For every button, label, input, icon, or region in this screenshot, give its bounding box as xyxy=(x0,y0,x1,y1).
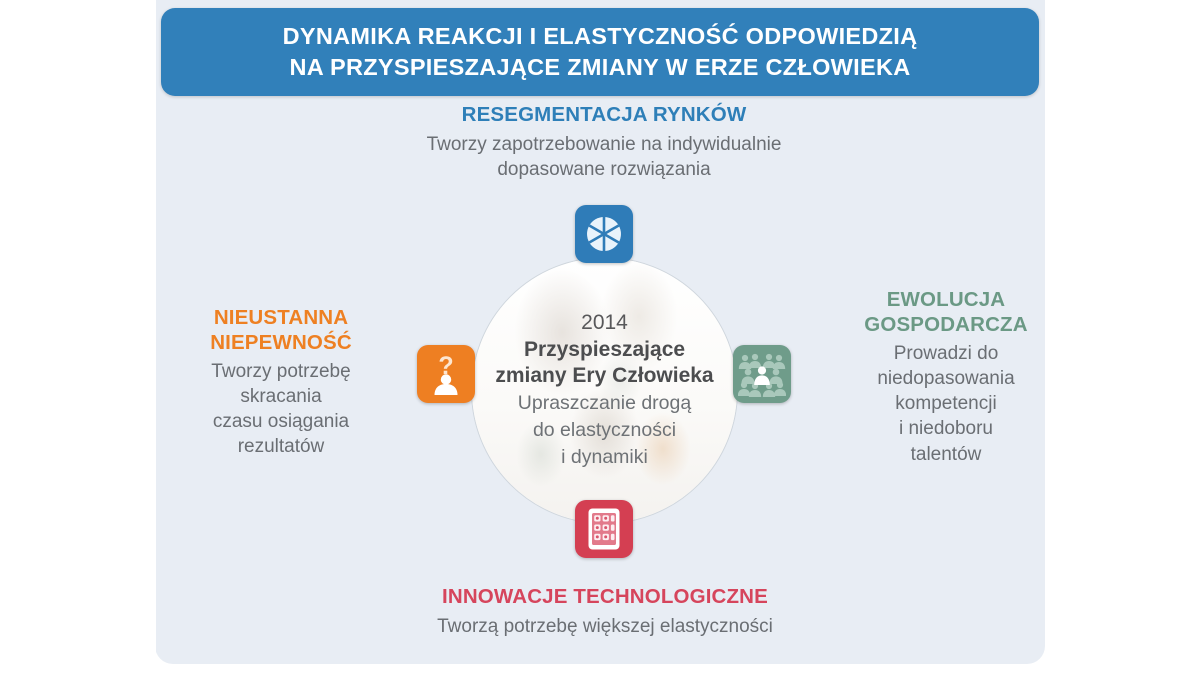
title-line-2: NA PRZYSPIESZAJĄCE ZMIANY W ERZE CZŁOWIE… xyxy=(289,54,911,80)
segment-top-body: Tworzy zapotrzebowanie na indywidualnie … xyxy=(330,132,878,183)
crowd-people-icon xyxy=(733,345,791,403)
pie-chart-icon xyxy=(575,205,633,263)
segment-left-heading: NIEUSTANNA NIEPEWNOŚĆ xyxy=(172,306,390,356)
left-margin xyxy=(0,0,156,675)
bottom-margin xyxy=(0,664,1200,675)
center-sub-line-1: Upraszczanie drogą xyxy=(517,391,692,414)
center-circle-photo-background xyxy=(472,258,737,523)
center-headline-line-1: Przyspieszające xyxy=(523,337,686,361)
center-year: 2014 xyxy=(581,311,628,335)
segment-bottom-body: Tworzą potrzebę większej elastyczności xyxy=(350,614,860,639)
segment-right-heading-line-1: EWOLUCJA xyxy=(886,288,1006,311)
segment-left-body-line-4: rezultatów xyxy=(237,436,325,458)
segment-left-body: Tworzy potrzebę skracania czasu osiągani… xyxy=(172,359,390,460)
center-sub-line-3: i dynamiki xyxy=(561,446,648,469)
segment-left-body-line-3: czasu osiągania xyxy=(212,411,350,433)
center-headline-line-2: zmiany Ery Człowieka xyxy=(495,363,714,387)
segment-right-body-line-2: niedopasowania xyxy=(877,367,1015,389)
smartphone-apps-icon xyxy=(575,500,633,558)
segment-top-body-line-2: dopasowane rozwiązania xyxy=(497,159,711,181)
segment-right-body-line-3: kompetencji xyxy=(895,393,997,415)
person-question-icon: ? xyxy=(417,345,475,403)
title-banner: DYNAMIKA REAKCJI I ELASTYCZNOŚĆ ODPOWIED… xyxy=(161,8,1039,96)
pie-chart-icon-glyph xyxy=(587,217,621,251)
segment-left-niepewnosc: NIEUSTANNA NIEPEWNOŚĆ Tworzy potrzebę sk… xyxy=(172,306,390,460)
segment-right-heading-line-2: GOSPODARCZA xyxy=(864,312,1028,336)
segment-right-ewolucja: EWOLUCJA GOSPODARCZA Prowadzi do niedopa… xyxy=(846,288,1046,467)
center-circle-text: 2014 Przyspieszające zmiany Ery Człowiek… xyxy=(472,258,737,523)
crowd-people-icon-glyph xyxy=(738,353,786,397)
segment-bottom-body-line-1: Tworzą potrzebę większej elastyczności xyxy=(437,615,773,637)
segment-left-body-line-2: skracania xyxy=(240,385,322,407)
title-line-1: DYNAMIKA REAKCJI I ELASTYCZNOŚĆ ODPOWIED… xyxy=(282,22,918,49)
segment-left-heading-line-1: NIEUSTANNA xyxy=(213,306,349,329)
segment-left-heading-line-2: NIEPEWNOŚĆ xyxy=(210,330,352,354)
segment-right-body: Prowadzi do niedopasowania kompetencji i… xyxy=(846,341,1046,467)
segment-top-body-line-1: Tworzy zapotrzebowanie na indywidualnie xyxy=(426,133,782,155)
segment-right-body-line-4: i niedoboru xyxy=(898,418,994,440)
smartphone-apps-icon-glyph xyxy=(588,508,620,550)
segment-top-heading: RESEGMENTACJA RYNKÓW xyxy=(461,103,747,126)
segment-bottom-innowacje: INNOWACJE TECHNOLOGICZNE Tworzą potrzebę… xyxy=(350,585,860,639)
segment-right-heading: EWOLUCJA GOSPODARCZA xyxy=(846,288,1046,338)
center-sub-line-2: do elastyczności xyxy=(532,419,677,442)
segment-bottom-heading: INNOWACJE TECHNOLOGICZNE xyxy=(442,585,768,608)
svg-text:?: ? xyxy=(438,353,453,380)
segment-top-resegmentacja: RESEGMENTACJA RYNKÓW Tworzy zapotrzebowa… xyxy=(330,103,878,182)
right-margin xyxy=(1045,0,1200,675)
center-circle: 2014 Przyspieszające zmiany Ery Człowiek… xyxy=(471,257,738,524)
segment-right-body-line-1: Prowadzi do xyxy=(893,342,999,364)
person-question-icon-glyph: ? xyxy=(434,353,458,395)
segment-right-body-line-5: talentów xyxy=(910,443,982,465)
segment-left-body-line-1: Tworzy potrzebę xyxy=(211,360,351,382)
